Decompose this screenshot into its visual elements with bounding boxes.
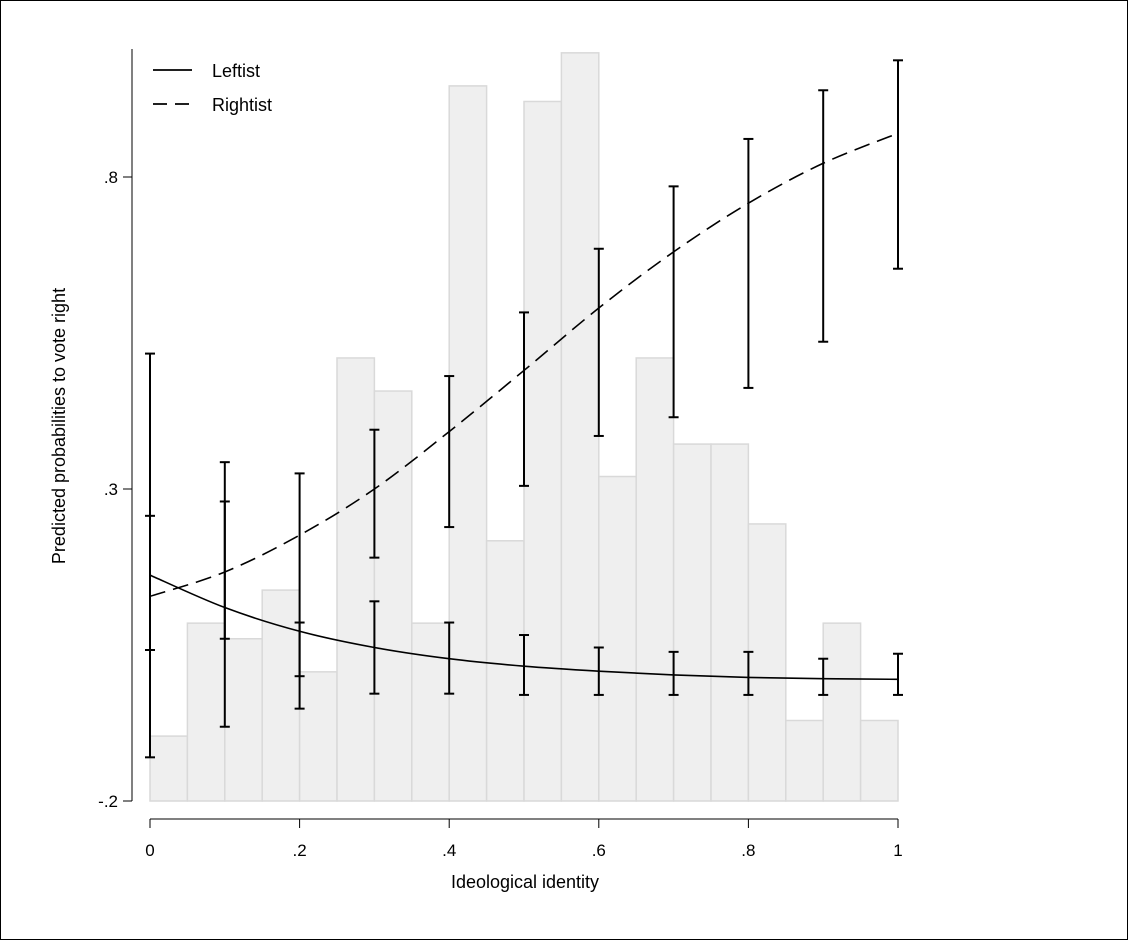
histogram-bar: [298, 671, 338, 802]
x-tick-label: .6: [592, 841, 606, 860]
histogram-bar: [672, 443, 712, 802]
histogram-bar: [373, 390, 413, 802]
histogram-bar: [822, 622, 862, 802]
series-line-rightist: [149, 132, 899, 598]
histogram-bar: [598, 475, 637, 802]
legend: Leftist Rightist: [153, 61, 272, 115]
y-tick-label: -.2: [98, 792, 118, 811]
histogram-bar: [523, 100, 563, 802]
series-rightist: [145, 59, 903, 678]
histogram-bar: [411, 622, 450, 802]
x-axis-title: Ideological identity: [451, 872, 599, 892]
histogram-bar: [485, 540, 525, 802]
series-line-leftist: [149, 574, 899, 681]
histogram-bar: [710, 443, 750, 802]
histogram-bar: [224, 638, 263, 802]
x-tick-label: .2: [293, 841, 307, 860]
histogram-bar: [747, 523, 787, 802]
x-tick-label: .8: [741, 841, 755, 860]
histogram-bar: [635, 357, 675, 802]
y-tick-label: .3: [104, 480, 118, 499]
x-tick-label: 0: [145, 841, 154, 860]
histogram-bar: [336, 357, 376, 802]
y-tick-label: .8: [104, 168, 118, 187]
histogram-bar: [149, 735, 189, 802]
histogram-bar: [560, 52, 600, 802]
y-axis-title: Predicted probabilities to vote right: [49, 288, 69, 564]
series-layer: [145, 59, 903, 759]
x-tick-label: .4: [442, 841, 456, 860]
histogram-bar: [448, 85, 488, 802]
legend-label-leftist: Leftist: [212, 61, 260, 81]
legend-label-rightist: Rightist: [212, 95, 272, 115]
axes-layer: -.2 .3 .8 0 .2 .4 .6 .8 1: [98, 49, 903, 860]
histogram-bar: [859, 719, 899, 802]
histogram-layer: [149, 52, 899, 802]
histogram-bar: [785, 719, 824, 802]
x-tick-label: 1: [893, 841, 902, 860]
histogram-bar: [186, 622, 226, 802]
